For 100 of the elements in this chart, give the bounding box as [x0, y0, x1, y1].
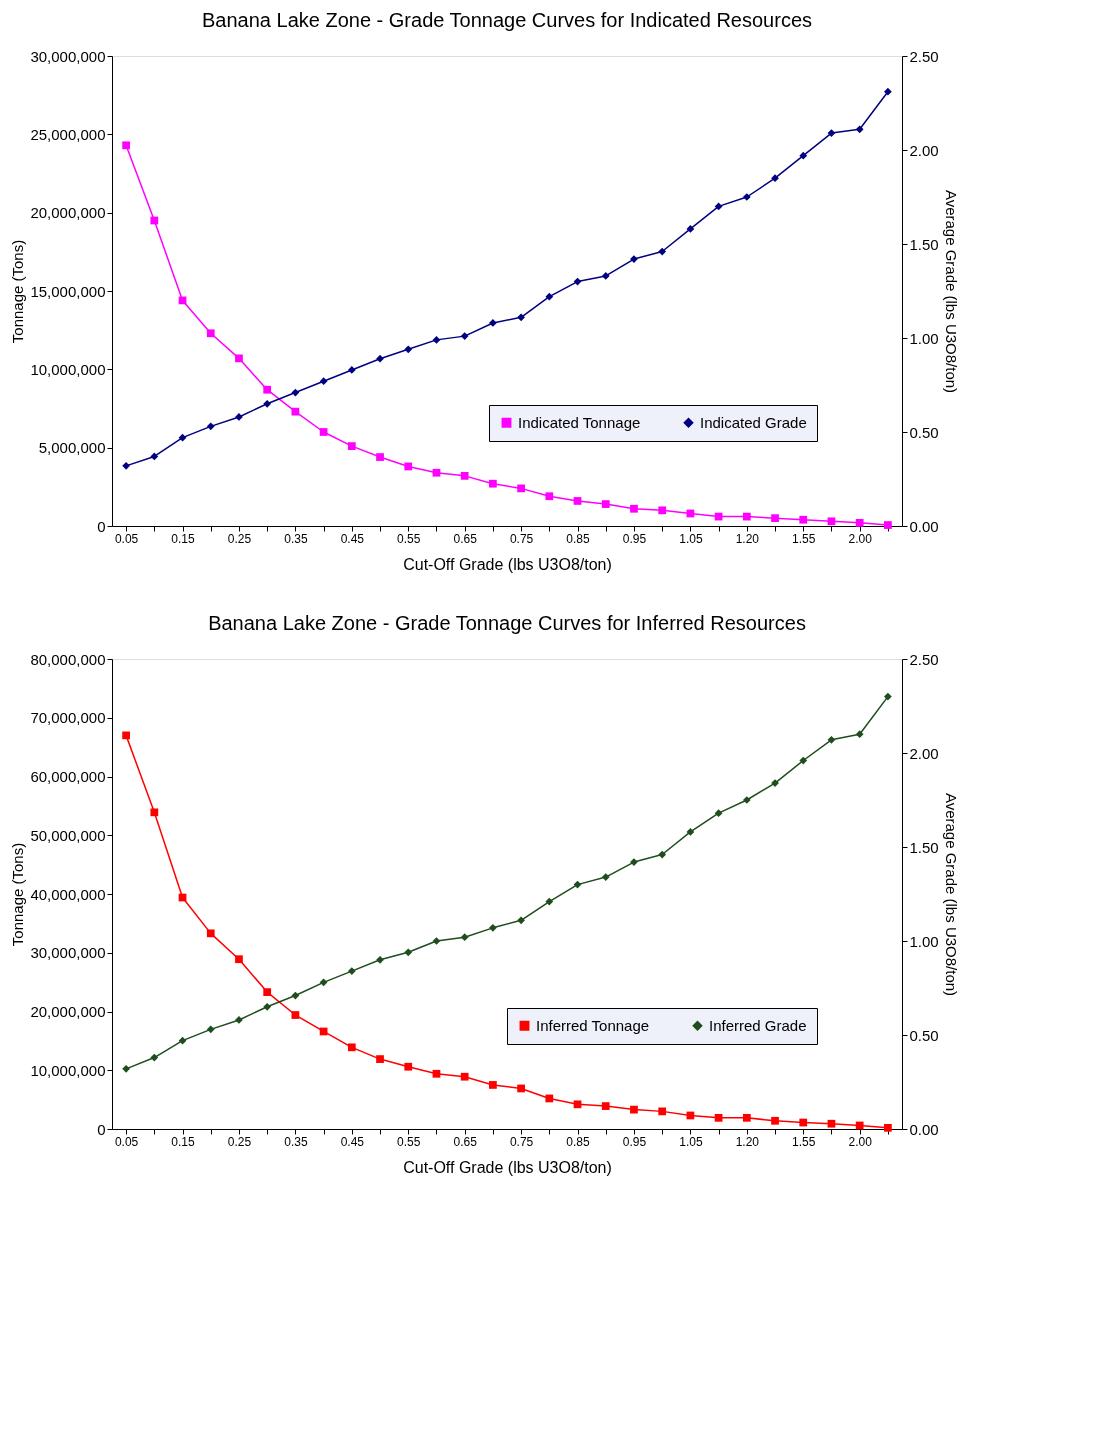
x-tick-label: 0.45	[340, 531, 365, 546]
point	[376, 955, 384, 964]
y2-tick-label: 0.50	[909, 423, 939, 441]
point	[263, 385, 272, 394]
y2-tick-label: 2.00	[909, 141, 939, 159]
x-axis-title: Cut-Off Grade (lbs U3O8/ton)	[403, 555, 612, 573]
point	[432, 468, 441, 477]
point	[489, 319, 497, 327]
y-tick-label: 30,000,000	[30, 944, 106, 962]
point	[771, 174, 779, 183]
point	[319, 377, 328, 386]
point	[686, 828, 695, 836]
y2-tick-label: 1.00	[909, 932, 939, 950]
point	[573, 497, 582, 505]
x-tick-label: 1.20	[735, 1134, 760, 1149]
point	[263, 988, 272, 996]
point	[404, 462, 413, 471]
point	[799, 151, 808, 160]
x-tick-label: 1.55	[792, 1134, 816, 1149]
x-tick-label: 2.00	[848, 1134, 873, 1149]
point	[630, 1105, 638, 1114]
point	[319, 428, 328, 436]
point	[432, 1069, 441, 1078]
y2-tick-label: 0.00	[909, 517, 939, 535]
point	[658, 1107, 667, 1116]
point	[573, 880, 582, 889]
point	[799, 1118, 808, 1127]
x-tick-label: 0.25	[227, 1134, 252, 1149]
point	[319, 978, 328, 987]
point	[150, 808, 159, 817]
point	[714, 1113, 723, 1122]
x-tick-label: 0.05	[114, 1134, 139, 1149]
x-tick-label: 0.85	[566, 531, 591, 546]
y2-tick-label: 0.50	[909, 1026, 939, 1044]
point	[884, 1123, 892, 1132]
chart-title: Banana Lake Zone - Grade Tonnage Curves for Inferred Resources	[208, 612, 806, 634]
point	[404, 345, 413, 354]
point	[460, 332, 469, 340]
point	[601, 873, 610, 881]
legend-label: Indicated Grade	[700, 413, 807, 431]
x-tick-label: 0.35	[284, 1134, 308, 1149]
x-tick-label: 0.75	[509, 1134, 534, 1149]
point	[517, 484, 525, 493]
point	[206, 929, 215, 938]
y2-tick-label: 0.00	[909, 1120, 939, 1138]
y2-tick-label: 1.50	[909, 235, 939, 253]
x-axis-title: Cut-Off Grade (lbs U3O8/ton)	[403, 1158, 612, 1176]
point	[742, 512, 751, 521]
point	[714, 809, 723, 818]
x-tick-label: 0.95	[622, 1134, 647, 1149]
point	[517, 916, 525, 925]
point	[235, 354, 243, 363]
y2-tick-label: 2.00	[909, 744, 939, 762]
x-tick-label: 1.55	[792, 531, 816, 546]
y2-tick-label: 2.50	[909, 47, 939, 65]
point	[206, 329, 215, 338]
point	[122, 731, 130, 740]
x-tick-label: 0.45	[340, 1134, 365, 1149]
point	[404, 948, 413, 957]
point	[545, 292, 554, 301]
y-tick-label: 5,000,000	[38, 439, 106, 457]
point	[347, 967, 356, 975]
y-tick-label: 20,000,000	[30, 204, 106, 222]
y-tick-label: 40,000,000	[30, 885, 106, 903]
point	[206, 1025, 215, 1034]
x-tick-label: 1.05	[679, 531, 703, 546]
point	[347, 1043, 356, 1052]
point	[460, 471, 469, 480]
y2-tick-label: 1.50	[909, 838, 939, 856]
y-tick-label: 15,000,000	[30, 282, 106, 300]
point	[347, 442, 356, 450]
point	[150, 216, 159, 225]
y2-axis-title: Average Grade (lbs U3O8/ton)	[942, 189, 960, 394]
point	[658, 247, 667, 256]
point	[206, 422, 215, 431]
point	[827, 1119, 836, 1128]
point	[545, 492, 554, 501]
point	[291, 407, 300, 416]
point	[122, 1064, 130, 1073]
point	[601, 272, 610, 280]
point	[545, 897, 554, 906]
x-tick-label: 0.95	[622, 531, 647, 546]
point	[432, 937, 441, 945]
point	[489, 923, 497, 932]
x-tick-label: 0.05	[114, 531, 139, 546]
point	[489, 479, 497, 488]
x-tick-label: 0.55	[397, 531, 421, 546]
point	[376, 354, 384, 363]
point	[799, 756, 808, 765]
point	[855, 518, 864, 527]
point	[404, 1062, 413, 1071]
y-tick-label: 10,000,000	[30, 360, 106, 378]
point	[376, 453, 384, 461]
legend-label: Inferred Grade	[709, 1016, 807, 1034]
x-tick-label: 0.25	[227, 531, 252, 546]
point	[263, 399, 272, 408]
y-tick-label: 80,000,000	[30, 650, 106, 668]
x-tick-label: 1.20	[735, 531, 760, 546]
point	[517, 1084, 525, 1093]
point	[855, 730, 864, 739]
